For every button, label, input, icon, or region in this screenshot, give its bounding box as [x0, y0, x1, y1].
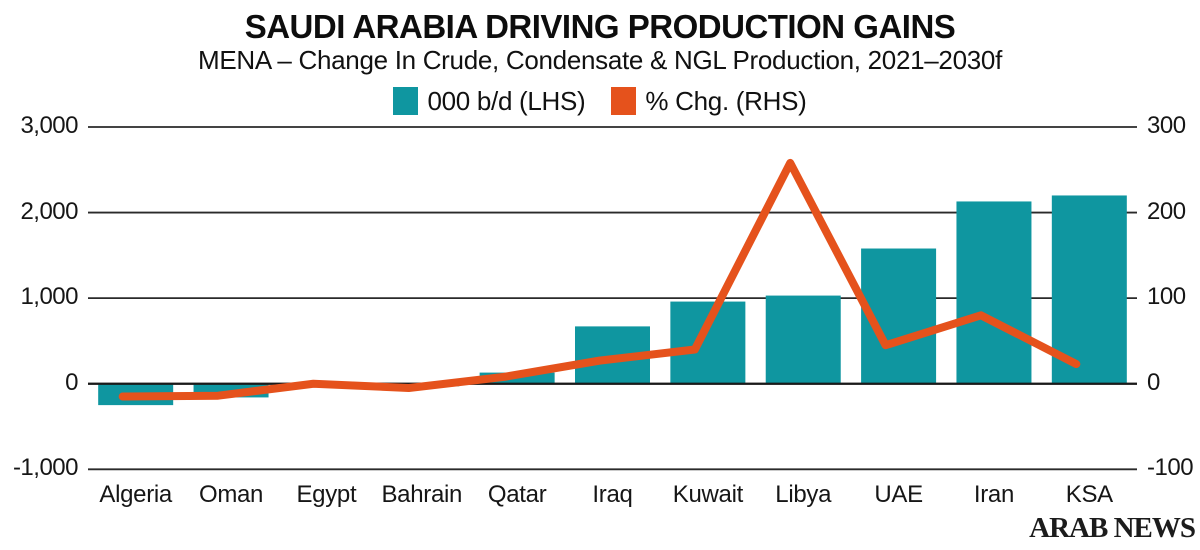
x-axis-label-oman: Oman	[198, 481, 264, 508]
y-tick-right: 0	[1147, 368, 1160, 396]
bar-kuwait	[670, 301, 746, 384]
x-axis-label-iraq: Iraq	[592, 481, 633, 508]
x-axis-label-qatar: Qatar	[487, 481, 547, 508]
y-tick-right: 200	[1147, 197, 1186, 225]
y-tick-left: 2,000	[20, 197, 78, 225]
x-axis-label-libya: Libya	[775, 481, 832, 508]
x-axis-label-ksa: KSA	[1065, 481, 1113, 508]
x-axis-label-kuwait: Kuwait	[672, 481, 744, 508]
x-axis-label-uae: UAE	[874, 481, 923, 508]
legend-item-line: % Chg. (RHS)	[611, 85, 807, 117]
y-tick-left: 0	[65, 368, 78, 396]
y-tick-right: -100	[1147, 454, 1194, 482]
chart-title: SAUDI ARABIA DRIVING PRODUCTION GAINS	[244, 8, 956, 45]
legend-label-bars: 000 b/d (LHS)	[427, 85, 586, 116]
x-axis-label-bahrain: Bahrain	[381, 481, 463, 508]
legend-swatch-bars-icon	[393, 87, 419, 115]
bar-libya	[765, 295, 841, 384]
y-tick-right: 300	[1147, 111, 1186, 139]
x-axis-label-egypt: Egypt	[296, 481, 357, 508]
chart-subtitle: MENA – Change In Crude, Condensate & NGL…	[198, 45, 1002, 75]
brand-logo: ARAB NEWS	[1029, 512, 1196, 544]
y-tick-right: 100	[1147, 283, 1186, 311]
x-axis-label-iran: Iran	[973, 481, 1015, 508]
x-axis-label-algeria: Algeria	[99, 481, 172, 508]
y-tick-left: -1,000	[12, 454, 79, 482]
y-tick-left: 1,000	[20, 283, 78, 311]
pct-change-line	[118, 158, 1081, 401]
legend: 000 b/d (LHS) % Chg. (RHS)	[0, 85, 1200, 117]
bar-ksa	[1051, 195, 1127, 384]
y-tick-left: 3,000	[20, 111, 78, 139]
legend-label-line: % Chg. (RHS)	[645, 85, 807, 116]
legend-swatch-line-icon	[611, 87, 637, 115]
bar-iran	[956, 201, 1032, 384]
legend-item-bars: 000 b/d (LHS)	[393, 85, 586, 117]
